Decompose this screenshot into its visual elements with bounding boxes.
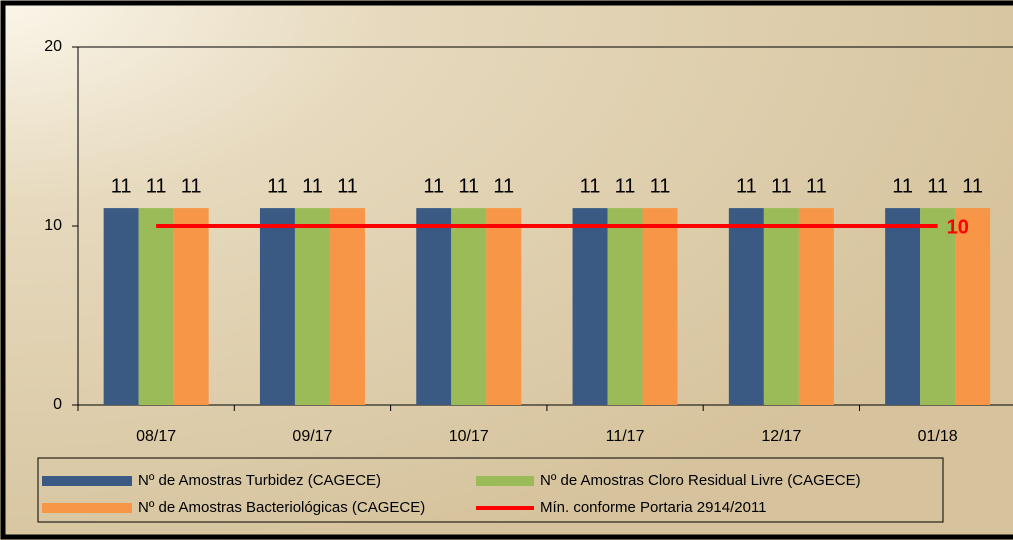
legend-box [37, 457, 944, 523]
data-label: 11 [146, 175, 167, 197]
data-label: 11 [962, 175, 983, 197]
bar [486, 208, 522, 405]
bar [173, 208, 209, 405]
legend-label: Nº de Amostras Turbidez (CAGECE) [138, 472, 381, 489]
x-tick-label: 01/18 [918, 428, 958, 445]
bar [451, 208, 487, 405]
bar [920, 208, 956, 405]
data-label: 11 [458, 175, 479, 197]
data-label: 11 [423, 175, 444, 197]
y-tick-label: 10 [44, 217, 62, 234]
data-label: 11 [181, 175, 202, 197]
bar [138, 208, 174, 405]
y-tick-label: 20 [44, 38, 62, 55]
data-label: 11 [892, 175, 913, 197]
bar [955, 208, 991, 405]
line-label: 10 [947, 216, 969, 238]
data-label: 11 [267, 175, 288, 197]
bar [329, 208, 365, 405]
bar [103, 208, 139, 405]
data-label: 11 [302, 175, 323, 197]
data-label: 11 [615, 175, 636, 197]
x-tick-label: 10/17 [449, 428, 489, 445]
bar [763, 208, 799, 405]
data-label: 11 [111, 175, 132, 197]
data-label: 11 [337, 175, 358, 197]
bar [259, 208, 295, 405]
data-label: 11 [806, 175, 827, 197]
data-label: 11 [580, 175, 601, 197]
bar [728, 208, 764, 405]
x-tick-label: 11/17 [606, 428, 645, 445]
bar [294, 208, 330, 405]
data-label: 11 [927, 175, 948, 197]
bar [885, 208, 921, 405]
bar [572, 208, 608, 405]
x-tick-label: 09/17 [292, 428, 332, 445]
bar [642, 208, 678, 405]
x-tick-label: 08/17 [136, 428, 176, 445]
x-tick-label: 12/17 [761, 428, 801, 445]
bar [798, 208, 834, 405]
legend-label: Nº de Amostras Bacteriológicas (CAGECE) [138, 499, 425, 516]
legend-swatch [42, 476, 132, 486]
legend-label: Nº de Amostras Cloro Residual Livre (CAG… [540, 472, 861, 489]
data-label: 11 [771, 175, 792, 197]
bar [416, 208, 452, 405]
legend-swatch [476, 476, 534, 486]
bar [607, 208, 643, 405]
data-label: 11 [493, 175, 514, 197]
data-label: 11 [650, 175, 671, 197]
legend-label: Mín. conforme Portaria 2914/2011 [540, 499, 767, 516]
data-label: 11 [736, 175, 757, 197]
y-tick-label: 0 [53, 396, 62, 413]
legend-swatch [42, 503, 132, 513]
